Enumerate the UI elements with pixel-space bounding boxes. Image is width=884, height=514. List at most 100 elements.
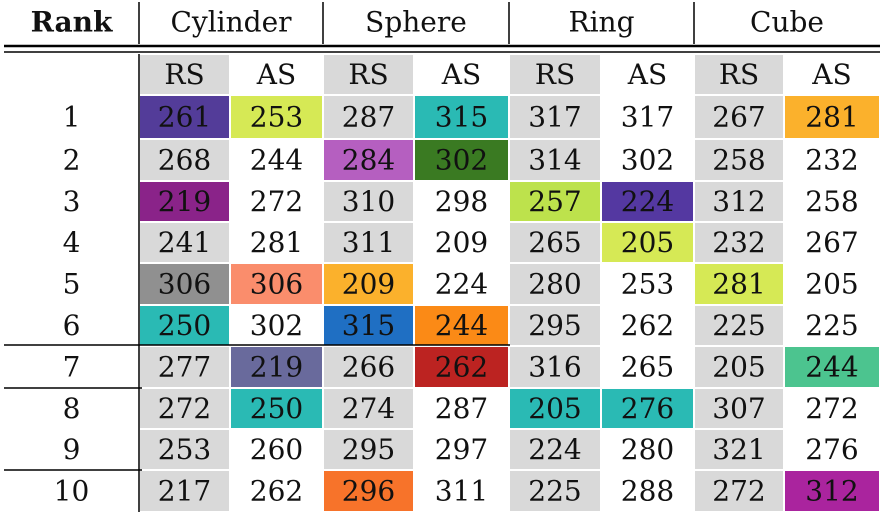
data-cell-bg: [510, 389, 600, 428]
value-cell: 224: [528, 433, 581, 466]
data-cell-bg: [510, 471, 600, 511]
as-subheader: AS: [627, 58, 667, 91]
value-cell: 225: [805, 309, 858, 342]
rank-cell: 10: [54, 475, 90, 508]
data-cell-bg: [510, 182, 600, 221]
value-cell: 258: [712, 144, 765, 177]
value-cell: 312: [712, 185, 765, 218]
data-cell-bg: [140, 223, 229, 262]
value-cell: 267: [805, 226, 858, 259]
value-cell: 219: [250, 351, 303, 384]
rank-cell: 9: [63, 433, 81, 466]
value-cell: 310: [342, 185, 395, 218]
value-cell: 295: [528, 309, 581, 342]
data-cell-bg: [695, 306, 783, 345]
value-cell: 311: [342, 226, 395, 259]
rank-cell: 5: [63, 268, 81, 301]
value-cell: 315: [435, 101, 488, 134]
data-cell-bg: [602, 96, 693, 138]
data-cell-bg: [695, 182, 783, 221]
data-cell-bg: [415, 306, 508, 345]
data-cell-bg: [695, 471, 783, 511]
value-cell: 217: [158, 475, 211, 508]
value-cell: 316: [528, 351, 581, 384]
data-cell-bg: [602, 264, 693, 304]
data-cell-bg: [324, 140, 413, 180]
data-cell-bg: [785, 96, 879, 138]
value-cell: 280: [528, 268, 581, 301]
value-cell: 277: [158, 351, 211, 384]
data-cell-bg: [415, 140, 508, 180]
data-cell-bg: [602, 223, 693, 262]
data-cell-bg: [785, 264, 879, 304]
value-cell: 209: [342, 268, 395, 301]
value-cell: 250: [158, 309, 211, 342]
data-cell-bg: [231, 306, 322, 345]
data-cell-bg: [231, 389, 322, 428]
data-cell-bg: [324, 389, 413, 428]
data-cell-bg: [510, 264, 600, 304]
value-cell: 262: [435, 351, 488, 384]
value-cell: 241: [158, 226, 211, 259]
data-cell-bg: [231, 347, 322, 387]
data-cell-bg: [324, 430, 413, 469]
value-cell: 287: [342, 101, 395, 134]
data-cell-bg: [695, 430, 783, 469]
value-cell: 257: [528, 185, 581, 218]
data-cell-bg: [695, 223, 783, 262]
data-cell-bg: [695, 140, 783, 180]
rank-cell: 2: [63, 144, 81, 177]
value-cell: 265: [528, 226, 581, 259]
value-cell: 276: [805, 433, 858, 466]
data-cell-bg: [231, 182, 322, 221]
data-cell-bg: [415, 96, 508, 138]
rank-cell: 7: [63, 351, 81, 384]
subheader-cell-bg: [695, 55, 783, 94]
data-cell-bg: [324, 471, 413, 511]
data-cell-bg: [602, 389, 693, 428]
data-cell-bg: [510, 96, 600, 138]
value-cell: 253: [621, 268, 674, 301]
data-cell-bg: [140, 140, 229, 180]
value-cell: 205: [805, 268, 858, 301]
data-cell-bg: [415, 430, 508, 469]
data-cell-bg: [602, 471, 693, 511]
as-subheader: AS: [441, 58, 481, 91]
data-cell-bg: [415, 471, 508, 511]
value-cell: 253: [158, 433, 211, 466]
data-cell-bg: [231, 264, 322, 304]
data-cell-bg: [785, 389, 879, 428]
data-cell-bg: [510, 347, 600, 387]
group-header: Sphere: [365, 6, 467, 39]
value-cell: 260: [250, 433, 303, 466]
data-cell-bg: [140, 347, 229, 387]
data-cell-bg: [324, 96, 413, 138]
rank-cell: 4: [63, 226, 81, 259]
data-cell-bg: [510, 140, 600, 180]
data-cell-bg: [510, 306, 600, 345]
rank-header: Rank: [31, 6, 113, 39]
value-cell: 276: [621, 392, 674, 425]
value-cell: 232: [712, 226, 765, 259]
data-cell-bg: [140, 389, 229, 428]
subheader-cell-bg: [231, 55, 322, 94]
data-cell-bg: [602, 140, 693, 180]
value-cell: 205: [621, 226, 674, 259]
data-cell-bg: [140, 182, 229, 221]
rs-subheader: RS: [164, 58, 204, 91]
data-cell-bg: [415, 182, 508, 221]
data-cell-bg: [510, 223, 600, 262]
value-cell: 321: [712, 433, 765, 466]
data-cell-bg: [324, 264, 413, 304]
group-header: Cylinder: [170, 6, 292, 39]
data-cell-bg: [324, 306, 413, 345]
value-cell: 317: [621, 101, 674, 134]
value-cell: 281: [805, 101, 858, 134]
subheader-cell-bg: [510, 55, 600, 94]
rank-cell: 1: [63, 101, 81, 134]
value-cell: 298: [435, 185, 488, 218]
data-cell-bg: [695, 389, 783, 428]
value-cell: 267: [712, 101, 765, 134]
value-cell: 307: [712, 392, 765, 425]
